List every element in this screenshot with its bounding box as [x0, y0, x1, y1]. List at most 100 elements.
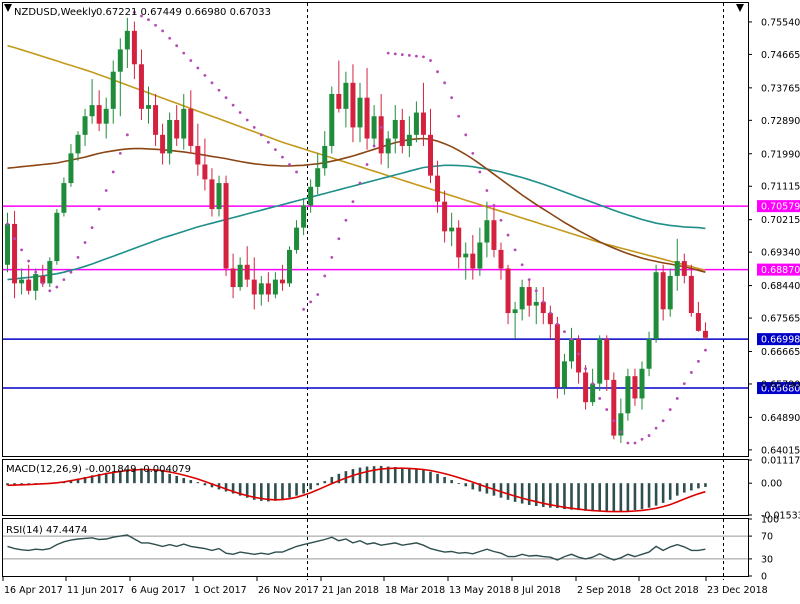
candle: [695, 301, 701, 332]
sar-dot: [210, 81, 214, 85]
candle-body: [5, 223, 10, 265]
level-label: 0.68870: [761, 265, 800, 276]
candle: [660, 264, 666, 321]
sar-dot: [154, 23, 157, 27]
candle-body: [540, 301, 546, 314]
candle-body: [216, 183, 222, 210]
candle-body: [174, 119, 180, 139]
candle: [498, 242, 504, 280]
candle: [392, 105, 398, 154]
candle: [153, 93, 159, 146]
macd-histogram-bar: [563, 483, 566, 510]
sar-dot: [252, 125, 256, 129]
macd-histogram-bar: [302, 483, 305, 494]
candle: [237, 257, 243, 291]
candle: [209, 168, 215, 217]
candle-body: [294, 227, 300, 250]
sar-dot: [570, 337, 573, 341]
candle-body: [265, 283, 271, 295]
candle: [202, 138, 208, 191]
macd-histogram-bar: [415, 469, 418, 484]
sar-dot: [605, 408, 609, 411]
macd-histogram-bar: [260, 483, 263, 501]
sar-dot: [598, 397, 602, 400]
candle-body: [26, 279, 32, 291]
candle: [244, 246, 250, 288]
candle: [160, 123, 166, 165]
macd-histogram-bar: [69, 480, 73, 484]
macd-histogram-bar: [549, 483, 552, 508]
level-label-box: [757, 200, 800, 213]
candle: [68, 144, 74, 187]
candle-body: [420, 112, 426, 135]
macd-histogram-bar: [697, 483, 700, 489]
macd-histogram-bar: [683, 483, 686, 493]
candle: [223, 175, 229, 276]
macd-histogram-bar: [6, 483, 9, 486]
macd-histogram-bar: [661, 483, 665, 503]
macd-histogram-bar: [619, 483, 623, 512]
sar-dot: [422, 55, 425, 59]
rsi-tick-label: 30: [761, 554, 773, 565]
macd-histogram-bar: [252, 483, 256, 500]
macd-histogram-bar: [196, 482, 200, 484]
price-tick-label: 0.70215: [761, 215, 800, 226]
macd-histogram-bar: [408, 468, 411, 484]
macd-histogram-bar: [358, 467, 362, 484]
sar-dot: [203, 74, 207, 77]
time-tick-label: 1 Oct 2017: [194, 585, 247, 596]
candle-body: [477, 242, 483, 269]
macd-histogram-bar: [288, 483, 291, 498]
macd-histogram-bar: [126, 469, 129, 484]
candle: [54, 209, 60, 265]
rsi-tick-label: 0: [761, 572, 767, 583]
candle-body: [590, 383, 596, 403]
sar-dot: [541, 300, 545, 304]
sar-dot: [457, 114, 461, 118]
candle-body: [230, 268, 236, 288]
rsi-tick-label: 70: [761, 532, 773, 543]
candle: [308, 179, 314, 213]
macd-signal-line: [7, 467, 706, 513]
candle-body: [392, 119, 398, 139]
price-tick-label: 0.74665: [761, 50, 800, 61]
price-tick-label: 0.71115: [761, 182, 800, 193]
candle-body: [660, 272, 666, 310]
candle-body: [435, 175, 441, 202]
candle-body: [287, 249, 292, 284]
candle: [89, 79, 95, 124]
macd-histogram-bar: [365, 466, 369, 484]
rsi-panel-frame: [2, 518, 749, 577]
time-tick-label: 21 Jan 2018: [322, 585, 379, 596]
price-tick-label: 0.66665: [761, 347, 800, 358]
sar-dot: [20, 248, 23, 252]
level-label-box: [757, 263, 800, 276]
candle-body: [378, 116, 384, 154]
sar-dot: [619, 430, 623, 434]
time-tick-label: 11 Jun 2017: [67, 585, 124, 596]
candle-body: [491, 220, 497, 250]
sar-dot: [224, 96, 228, 100]
sar-dot: [668, 408, 672, 411]
sar-dot: [506, 233, 510, 237]
sar-dot: [182, 51, 186, 55]
price-tick-label: 0.64890: [761, 413, 800, 424]
macd-histogram-bar: [647, 483, 651, 508]
candle: [385, 131, 391, 169]
candle: [449, 212, 455, 247]
candle-body: [547, 313, 553, 325]
macd-histogram-bar: [238, 483, 242, 496]
candle: [103, 97, 109, 139]
candle-body: [456, 227, 462, 258]
sar-dot: [259, 133, 263, 137]
candle-body: [237, 264, 243, 288]
macd-histogram-bar: [224, 483, 228, 492]
candle-body: [428, 134, 433, 176]
macd-histogram-bar: [83, 476, 87, 484]
candle: [167, 112, 173, 165]
candle-body: [343, 82, 349, 109]
time-tick-label: 23 Dec 2018: [707, 585, 768, 596]
candle: [576, 335, 582, 384]
sar-dot: [436, 70, 439, 74]
macd-histogram-bar: [281, 483, 284, 500]
